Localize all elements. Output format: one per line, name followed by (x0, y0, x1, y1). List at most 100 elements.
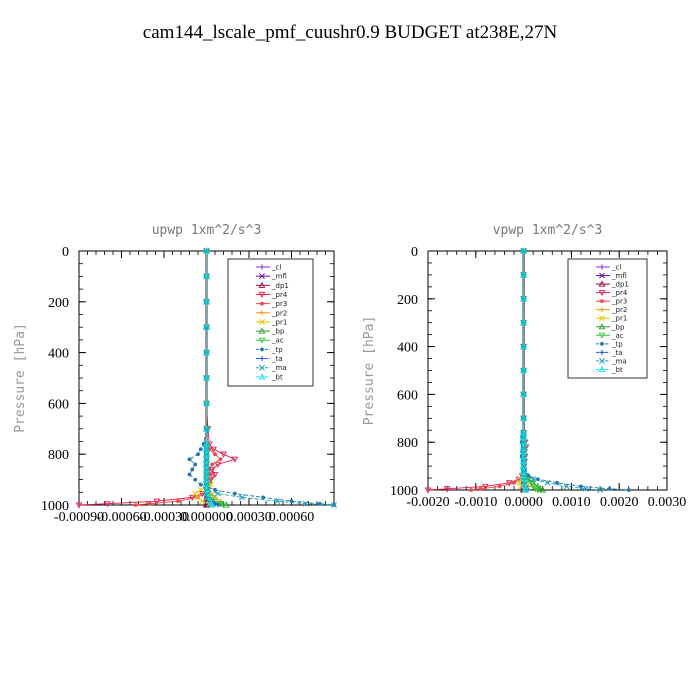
legend-marker (260, 301, 264, 306)
series-line (194, 251, 213, 506)
data-point (534, 487, 542, 494)
legend: _cl_mfl_dp1_pr4_pr3_pr2_pr1_bp_ac_tp_ta_… (567, 258, 648, 379)
data-point (203, 349, 210, 356)
legend-label: _cl (611, 264, 621, 272)
legend-label: _mfl (271, 273, 287, 281)
chart-panel-2: vpwp 1xm^2/s^3 Pressure [hPa] 0 200 400 600 80… (362, 223, 686, 510)
data-point (220, 502, 227, 509)
data-point (520, 319, 527, 326)
data-point (530, 476, 537, 483)
legend-entry: _ac (256, 337, 284, 345)
legend-label: _cl (271, 264, 281, 272)
x-tick-label: -0.0020 (406, 495, 449, 510)
y-tick-label: 0 (411, 245, 418, 260)
legend-marker (599, 307, 605, 313)
legend-marker (600, 341, 604, 346)
chart-panel-1: upwp 1xm^2/s^3 Pressure [hPa] 0 200 400 600 80… (13, 223, 337, 525)
data-point (203, 490, 210, 497)
y-tick-label: 800 (48, 448, 69, 463)
data-point (261, 495, 266, 500)
legend-label: _tp (271, 346, 283, 354)
y-tick-label: 400 (48, 347, 69, 362)
data-point (555, 480, 559, 485)
legend: _cl_mfl_dp1_pr4_pr3_pr2_pr1_bp_ac_tp_ta_… (227, 258, 314, 387)
legend-entry: _pr4 (256, 291, 288, 299)
legend-marker (259, 318, 265, 325)
data-point (536, 477, 540, 482)
data-point (210, 462, 215, 467)
legend-entry: _pr4 (596, 289, 628, 297)
data-point (211, 471, 219, 479)
data-point (522, 486, 530, 493)
legend-entry: _mfl (596, 272, 627, 280)
data-point (176, 499, 181, 504)
legend-entry: _dp1 (256, 281, 289, 290)
data-point (199, 498, 206, 505)
data-point (193, 477, 198, 482)
data-point (582, 485, 589, 492)
legend-marker (259, 264, 265, 270)
legend-label: _pr4 (611, 289, 628, 297)
legend-marker (598, 323, 606, 330)
series-pr3 (469, 249, 527, 492)
data-point (317, 501, 322, 506)
legend-entry: _pr1 (256, 318, 287, 326)
y-tick-label: 200 (48, 296, 69, 311)
x-tick-label: 0.0030 (648, 495, 687, 510)
legend-entry: _cl (596, 264, 621, 272)
data-point (443, 486, 451, 493)
legend-label: _ta (271, 355, 283, 363)
legend-label: _bp (271, 328, 285, 336)
legend-entry: _tp (256, 346, 283, 354)
legend-marker (598, 332, 606, 339)
legend-marker (258, 373, 266, 380)
panel-title: upwp 1xm^2/s^3 (152, 223, 262, 238)
data-point (607, 486, 612, 491)
legend-marker (599, 315, 605, 322)
legend-marker (258, 281, 266, 288)
y-tick-label: 1000 (390, 484, 418, 499)
data-point (147, 501, 152, 506)
y-tick-label: 200 (397, 293, 418, 308)
y-tick-label: 0 (62, 245, 69, 260)
data-point (208, 472, 213, 477)
data-point (190, 467, 195, 472)
data-point (520, 343, 527, 350)
legend-marker (258, 327, 266, 334)
series-pr1 (192, 248, 216, 508)
series-pr4 (424, 248, 530, 494)
x-tick-label: -0.00060 (96, 510, 146, 525)
data-point (520, 247, 527, 254)
legend-label: _bp (611, 323, 625, 331)
legend-box (227, 258, 314, 387)
series-pr3 (133, 249, 223, 507)
data-point (75, 502, 83, 509)
data-point (196, 452, 200, 457)
data-point (424, 487, 432, 494)
data-point (497, 484, 502, 489)
legend-label: _pr1 (271, 318, 287, 326)
x-tick-label: 0.0010 (552, 495, 591, 510)
x-tick-label: -0.00030 (139, 510, 189, 525)
x-tick-label: 0.0020 (600, 495, 639, 510)
series-line (206, 251, 227, 506)
data-point (532, 486, 539, 493)
data-point (215, 502, 221, 508)
legend-entry: _ta (256, 355, 283, 363)
data-point (505, 480, 513, 487)
legend-entry: _bt (256, 373, 283, 381)
legend-label: _mfl (611, 272, 627, 280)
data-point (231, 456, 239, 463)
legend-entry: _bt (596, 365, 623, 374)
legend-marker (258, 337, 266, 344)
legend-entry: _ac (596, 332, 624, 340)
data-point (133, 503, 138, 507)
data-point (203, 272, 210, 279)
series-bt (520, 247, 530, 493)
legend-entry: _mfl (256, 273, 287, 281)
data-point (213, 487, 217, 492)
data-point (193, 462, 198, 467)
legend-marker (599, 357, 605, 364)
data-point (208, 501, 216, 508)
